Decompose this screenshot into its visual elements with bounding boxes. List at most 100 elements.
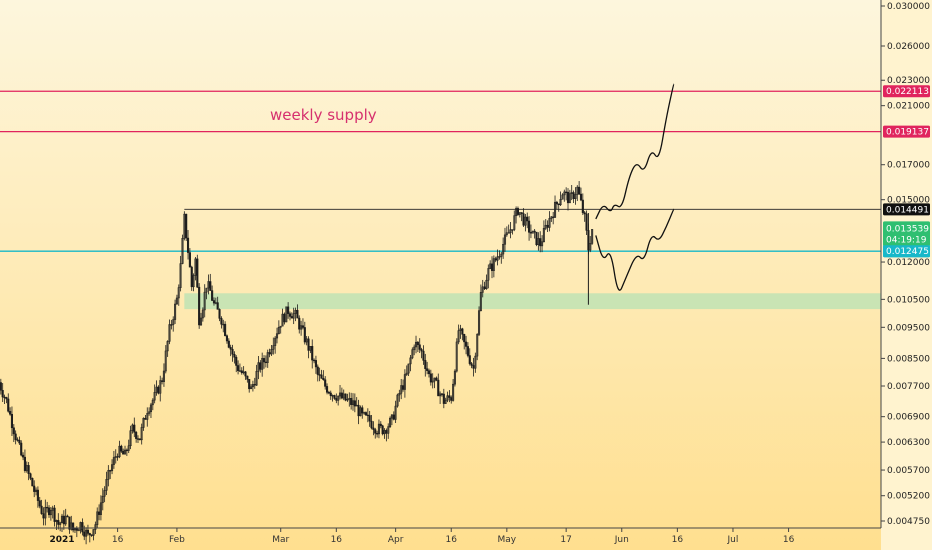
candle-body bbox=[33, 485, 36, 492]
candle-body bbox=[70, 522, 73, 530]
candle-body bbox=[344, 393, 347, 401]
candle-body bbox=[62, 515, 65, 525]
candle-body bbox=[275, 333, 279, 339]
candle-body bbox=[535, 231, 538, 245]
candle-body bbox=[107, 470, 110, 480]
candle-body bbox=[36, 489, 39, 501]
price-tick-label: 0.017000 bbox=[887, 161, 930, 171]
candle-body bbox=[550, 216, 553, 219]
candle-body bbox=[448, 395, 451, 398]
candle-body bbox=[212, 300, 216, 304]
candle-body bbox=[579, 193, 583, 201]
candle-body bbox=[161, 380, 164, 382]
candle-body bbox=[311, 346, 314, 361]
candle-body bbox=[183, 213, 186, 239]
candle-body bbox=[496, 256, 499, 261]
candle-body bbox=[140, 427, 143, 441]
candle-body bbox=[144, 417, 147, 420]
candle-body bbox=[466, 346, 469, 356]
candle-body bbox=[544, 224, 547, 229]
candle-body bbox=[505, 232, 508, 236]
candle-body bbox=[529, 232, 532, 234]
candle-body bbox=[261, 358, 264, 370]
candle-body bbox=[552, 216, 555, 218]
candle-body bbox=[376, 433, 379, 435]
candle-body bbox=[420, 349, 423, 352]
candle-body bbox=[300, 325, 303, 330]
candle-body bbox=[401, 385, 405, 390]
candle-body bbox=[246, 375, 249, 380]
candle-body bbox=[383, 430, 386, 435]
candle-body bbox=[422, 350, 425, 361]
candle-body bbox=[563, 191, 566, 196]
candle-body bbox=[77, 529, 80, 532]
candle-body bbox=[81, 522, 84, 533]
forecast-path-0[interactable] bbox=[595, 83, 675, 220]
candle-body bbox=[453, 370, 456, 385]
line-label-0-box bbox=[883, 85, 930, 98]
price-tick-label: 0.006300 bbox=[887, 438, 930, 448]
candle-body bbox=[283, 313, 286, 323]
candle-body bbox=[98, 511, 101, 515]
candle-body bbox=[46, 506, 49, 509]
candle-body bbox=[574, 194, 577, 199]
line-label-0-text: 0.022113 bbox=[886, 87, 929, 97]
candle-body bbox=[377, 423, 380, 435]
candle-body bbox=[578, 186, 581, 195]
candle-body bbox=[335, 398, 338, 401]
price-tick-label: 0.004750 bbox=[887, 517, 930, 527]
candle-body bbox=[38, 500, 41, 507]
candle-body bbox=[51, 507, 54, 511]
candle-body bbox=[29, 473, 32, 479]
candle-body bbox=[298, 317, 301, 330]
candle-body bbox=[40, 505, 43, 514]
time-tick-label: 16 bbox=[446, 535, 458, 545]
candle-body bbox=[405, 372, 408, 375]
candle-body bbox=[515, 208, 518, 217]
candle-body bbox=[248, 379, 251, 390]
candle-body bbox=[465, 341, 468, 347]
candle-body bbox=[511, 229, 514, 231]
candle-body bbox=[109, 470, 112, 472]
candle-body bbox=[518, 212, 521, 215]
candle-body bbox=[105, 479, 108, 491]
candle-body bbox=[112, 457, 115, 465]
candle-body bbox=[444, 399, 447, 404]
candle-body bbox=[359, 407, 362, 417]
price-tick-label: 0.005700 bbox=[887, 466, 930, 476]
candle-body bbox=[224, 323, 227, 336]
candle-body bbox=[500, 253, 503, 257]
candle-body bbox=[92, 529, 95, 536]
candle-body bbox=[18, 440, 21, 444]
time-axis-ticks: 2021 16 Feb Mar 16 Apr 16 May 17 Jun 16 Jul 16 bbox=[49, 528, 795, 545]
candle-body bbox=[337, 395, 340, 401]
candle-body bbox=[23, 456, 26, 471]
time-tick-label: 17 bbox=[560, 535, 571, 545]
candle-body bbox=[583, 212, 586, 215]
candle-body bbox=[240, 370, 243, 374]
candle-body bbox=[1, 390, 4, 398]
candle-body bbox=[548, 218, 551, 228]
candle-body bbox=[138, 438, 141, 441]
candle-body bbox=[225, 335, 229, 342]
candle-body bbox=[309, 346, 312, 351]
candle-body bbox=[9, 411, 12, 415]
candle-body bbox=[83, 531, 86, 537]
candle-body bbox=[237, 365, 240, 371]
candle-body bbox=[148, 411, 151, 414]
candle-body bbox=[396, 394, 399, 407]
candle-body bbox=[350, 398, 353, 405]
candle-body bbox=[179, 263, 182, 288]
candle-body bbox=[262, 358, 266, 363]
candle-body bbox=[572, 192, 575, 199]
forecast-path-1[interactable] bbox=[595, 208, 675, 291]
candle-body bbox=[457, 330, 460, 343]
candle-body bbox=[196, 258, 199, 288]
candle-body bbox=[207, 281, 210, 289]
candle-body bbox=[216, 302, 219, 310]
candle-body bbox=[570, 192, 573, 194]
candle-body bbox=[331, 395, 334, 397]
candle-body bbox=[49, 510, 52, 516]
